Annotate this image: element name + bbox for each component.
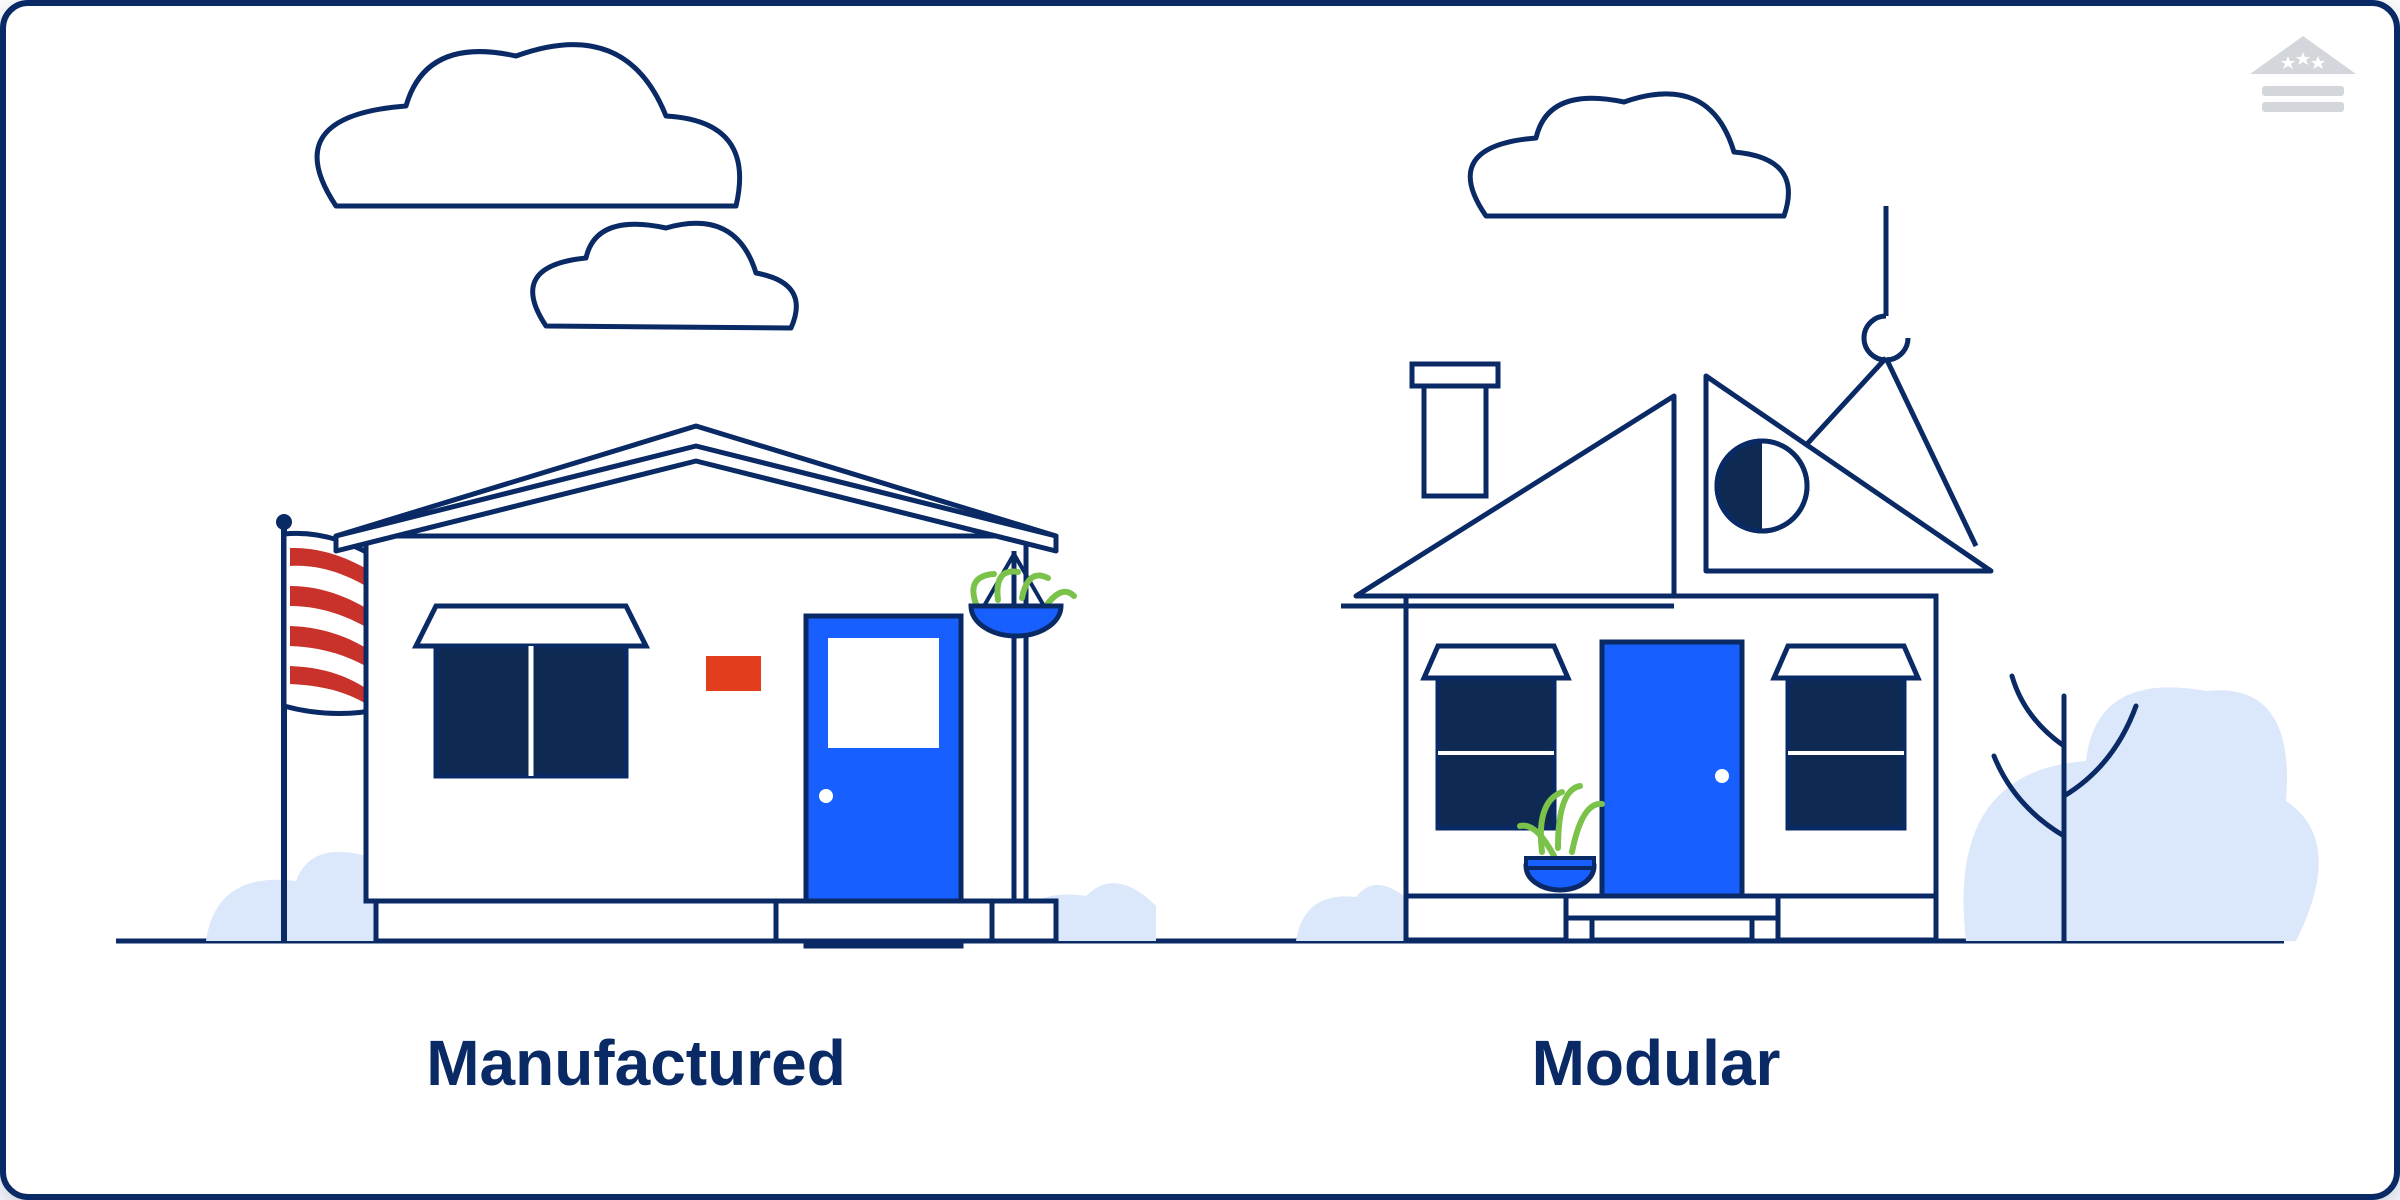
cloud-icon xyxy=(533,223,797,328)
address-plate xyxy=(706,656,761,691)
window-left xyxy=(416,606,646,776)
roof-right-module xyxy=(1706,376,1991,571)
cloud-icon xyxy=(1470,94,1788,216)
step xyxy=(1592,918,1752,940)
bush-icon xyxy=(1964,687,2319,941)
cloud-icon xyxy=(317,45,740,206)
modular-group xyxy=(1296,94,2319,941)
front-door xyxy=(1602,642,1742,896)
label-modular: Modular xyxy=(1406,1026,1906,1100)
infographic-frame: Manufactured Modular xyxy=(0,0,2400,1200)
illustration xyxy=(6,6,2394,1006)
window-right xyxy=(1774,646,1918,828)
front-door xyxy=(806,616,961,946)
manufactured-group xyxy=(206,45,1156,946)
bush-icon xyxy=(1296,885,1410,941)
roof-left-module xyxy=(1341,396,1674,606)
door-platform xyxy=(776,901,992,941)
chimney xyxy=(1424,376,1486,496)
label-manufactured: Manufactured xyxy=(336,1026,936,1100)
step xyxy=(1566,896,1778,918)
